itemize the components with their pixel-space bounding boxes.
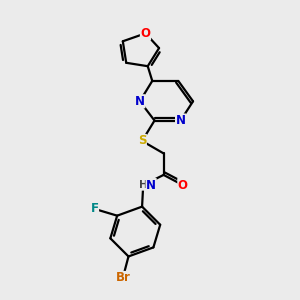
Text: N: N <box>176 114 186 127</box>
Text: Br: Br <box>116 272 130 284</box>
Text: N: N <box>146 178 156 192</box>
Text: O: O <box>140 27 151 40</box>
Text: S: S <box>138 134 146 147</box>
Text: H: H <box>139 180 148 190</box>
Text: F: F <box>91 202 98 215</box>
Text: N: N <box>135 95 145 108</box>
Text: O: O <box>178 178 188 192</box>
